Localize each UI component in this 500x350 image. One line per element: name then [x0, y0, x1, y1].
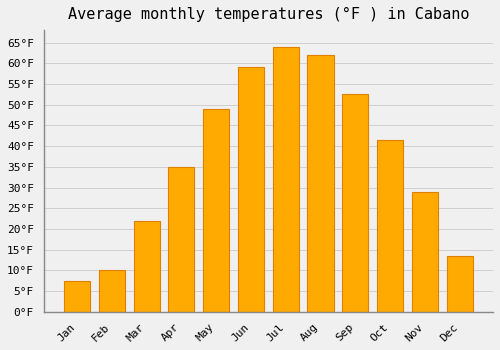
Title: Average monthly temperatures (°F ) in Cabano: Average monthly temperatures (°F ) in Ca… — [68, 7, 469, 22]
Bar — [168, 167, 194, 312]
Bar — [203, 109, 229, 312]
Bar — [412, 192, 438, 312]
Bar — [64, 281, 90, 312]
Bar — [272, 47, 299, 312]
Bar — [99, 271, 125, 312]
Bar — [308, 55, 334, 312]
Bar — [446, 256, 472, 312]
Bar — [377, 140, 403, 312]
Bar — [342, 94, 368, 312]
Bar — [134, 221, 160, 312]
Bar — [238, 68, 264, 312]
